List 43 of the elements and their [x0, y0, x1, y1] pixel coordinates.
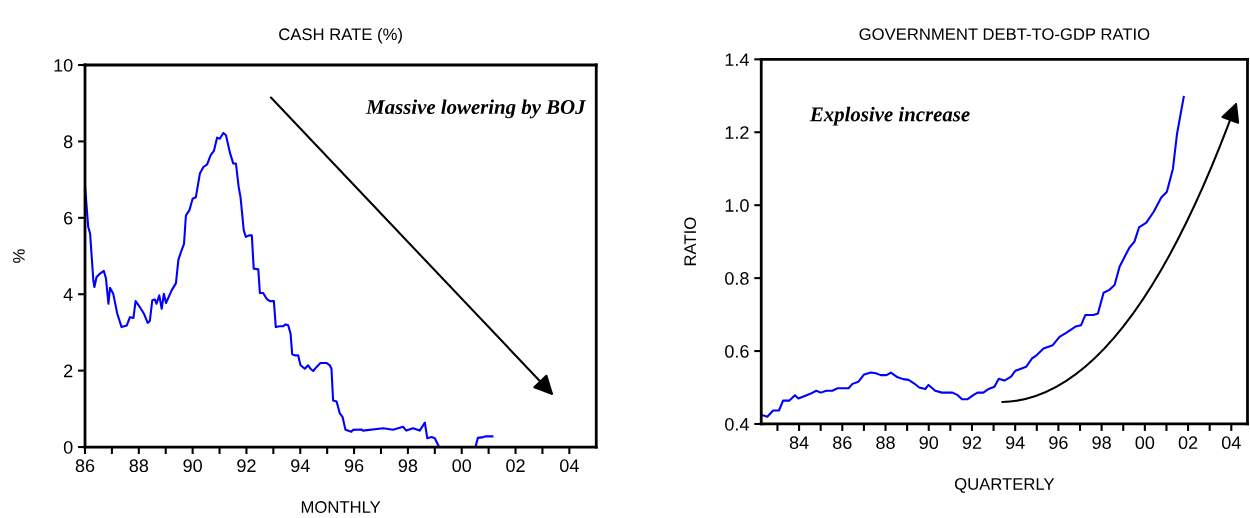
- x-tick-label: 90: [183, 459, 202, 473]
- annotation: Explosive increase: [809, 106, 970, 126]
- x-tick-label: 92: [962, 436, 982, 450]
- y-tick-label: 8: [63, 135, 73, 149]
- line-series: [761, 95, 1185, 418]
- chart-title: GOVERNMENT DEBT-TO-GDP RATIO: [859, 28, 1150, 41]
- line-series: [85, 131, 494, 448]
- x-tick-label: 00: [1135, 436, 1155, 450]
- y-tick-label: 1.2: [725, 126, 749, 139]
- x-tick-label: 98: [1092, 436, 1111, 450]
- y-tick-label: 6: [64, 211, 73, 225]
- x-tick-label: 92: [237, 459, 256, 473]
- y-tick-label: 0.8: [725, 272, 749, 285]
- y-axis-title: %: [13, 249, 25, 263]
- x-tick-label: 88: [129, 459, 149, 473]
- y-tick-label: 1.4: [725, 53, 749, 66]
- x-tick-label: 88: [876, 436, 895, 450]
- x-tick-label: 86: [75, 459, 95, 473]
- y-tick-label: 2: [64, 364, 73, 378]
- x-tick-label: 96: [344, 459, 364, 473]
- x-tick-label: 96: [1049, 436, 1068, 450]
- y-tick-label: 1.0: [725, 199, 749, 212]
- x-tick-label: 84: [789, 436, 809, 450]
- x-axis-title: QUARTERLY: [954, 478, 1055, 493]
- y-tick-label: 0: [63, 440, 73, 454]
- x-axis-title: MONTHLY: [301, 501, 381, 513]
- y-tick-label: 4: [63, 288, 73, 301]
- x-tick-label: 94: [1005, 436, 1025, 450]
- x-tick-label: 94: [291, 459, 310, 473]
- chart-title: CASH RATE (%): [279, 27, 402, 44]
- y-tick-label: 0.4: [725, 417, 749, 431]
- y-axis-title: RATIO: [684, 217, 697, 266]
- x-tick-label: 98: [398, 459, 418, 473]
- x-tick-label: 00: [452, 459, 472, 473]
- x-tick-label: 04: [560, 459, 579, 473]
- y-tick-label: 10: [54, 58, 73, 72]
- annotation: Massive lowering by BOJ: [365, 99, 587, 119]
- x-tick-label: 86: [833, 436, 852, 450]
- x-tick-label: 02: [506, 459, 525, 473]
- x-tick-label: 02: [1178, 436, 1198, 450]
- y-tick-label: 0.6: [725, 344, 749, 358]
- x-tick-label: 90: [919, 436, 939, 450]
- x-tick-label: 04: [1221, 436, 1241, 450]
